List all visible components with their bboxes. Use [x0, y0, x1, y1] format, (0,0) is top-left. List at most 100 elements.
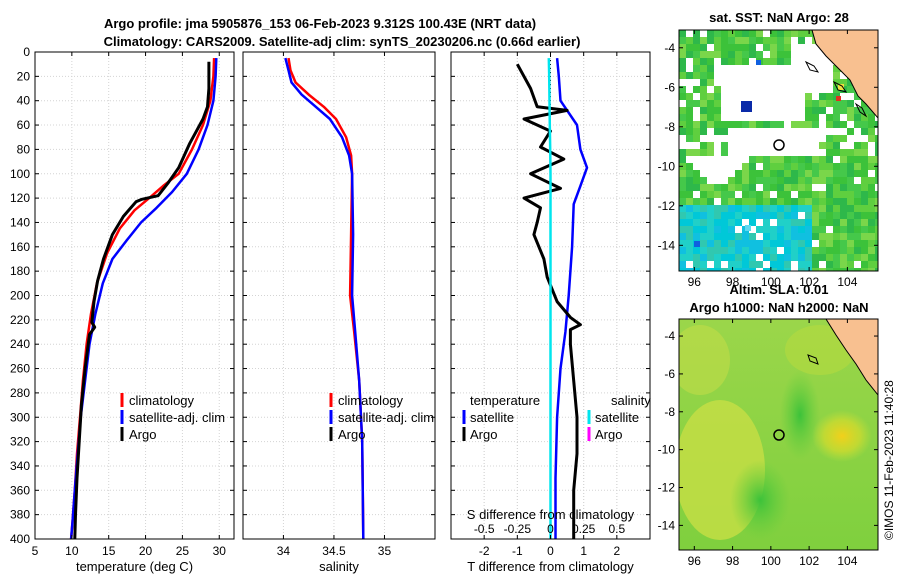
- sst-cell: [868, 233, 875, 240]
- sst-cell: [833, 170, 840, 177]
- sst-cell: [679, 107, 686, 114]
- sst-cell: [833, 226, 840, 233]
- sst-cell: [756, 37, 763, 44]
- sst-cell: [763, 198, 770, 205]
- sst-cell: [707, 37, 714, 44]
- sst-cell: [679, 156, 686, 163]
- y-tick-label: 300: [10, 410, 30, 424]
- sla-map-title-line2: Argo h1000: NaN h2000: NaN: [689, 300, 868, 315]
- figure-title-line1: Argo profile: jma 5905876_153 06-Feb-202…: [104, 16, 536, 31]
- sst-cell: [833, 219, 840, 226]
- island-outline: [804, 60, 820, 73]
- argo-float-marker: [773, 139, 785, 151]
- sst-cell: [714, 205, 721, 212]
- sst-cell: [721, 37, 728, 44]
- sst-cell: [840, 247, 847, 254]
- series-line: [515, 63, 582, 539]
- x-tick-label: 30: [213, 544, 227, 558]
- sst-cell: [805, 114, 812, 121]
- sst-cell: [805, 205, 812, 212]
- sst-cell: [728, 268, 735, 271]
- x-axis-label: salinity: [319, 559, 359, 574]
- sst-cell: [847, 254, 854, 261]
- y-tick-label: 320: [10, 435, 30, 449]
- lon-tick-label: 104: [837, 275, 857, 289]
- sst-cell: [742, 30, 749, 37]
- sst-cell: [679, 212, 686, 219]
- sst-cell: [826, 191, 833, 198]
- y-tick-label: 60: [17, 118, 31, 132]
- sst-cell: [707, 233, 714, 240]
- figure-title-line2: Climatology: CARS2009. Satellite-adj cli…: [104, 34, 581, 49]
- sst-cell: [777, 177, 784, 184]
- sst-cell: [868, 156, 875, 163]
- sst-cell: [833, 86, 840, 93]
- sst-cell: [798, 226, 805, 233]
- sst-cell: [686, 44, 693, 51]
- sst-cell: [707, 240, 714, 247]
- sst-cell: [756, 261, 763, 268]
- sst-cell: [826, 254, 833, 261]
- sst-cell: [728, 240, 735, 247]
- sst-cell: [784, 191, 791, 198]
- sst-cell: [763, 240, 770, 247]
- sst-cell: [745, 225, 751, 231]
- sst-cell: [798, 163, 805, 170]
- sst-cell: [763, 226, 770, 233]
- sst-cell: [693, 72, 700, 79]
- sst-cell: [714, 121, 721, 128]
- sst-cell: [742, 198, 749, 205]
- sst-cell: [770, 170, 777, 177]
- sst-cell: [798, 121, 805, 128]
- sst-cell: [833, 205, 840, 212]
- sst-cell: [784, 163, 791, 170]
- sst-cell: [819, 170, 826, 177]
- sst-cell: [833, 268, 840, 271]
- sst-cell: [798, 156, 805, 163]
- sst-map-ticks: 96 98 100 102 104 -4 -6 -8 -10 -12 -14: [658, 30, 878, 289]
- sst-cell: [686, 100, 693, 107]
- sst-cell: [742, 268, 749, 271]
- sst-cell: [693, 128, 700, 135]
- sst-cell: [798, 261, 805, 268]
- sst-cell: [707, 226, 714, 233]
- sst-cell: [854, 212, 861, 219]
- sst-cell: [819, 205, 826, 212]
- sst-cell: [749, 233, 756, 240]
- y-tick-label: 120: [10, 191, 30, 205]
- sst-cell: [854, 198, 861, 205]
- sst-cell: [693, 226, 700, 233]
- sst-cell: [868, 198, 875, 205]
- sst-cell: [805, 184, 812, 191]
- series-line: [284, 57, 365, 539]
- sst-cell: [840, 79, 847, 86]
- sst-cell: [805, 254, 812, 261]
- sst-cell: [861, 261, 868, 268]
- sst-cell: [742, 205, 749, 212]
- sst-cell: [728, 37, 735, 44]
- sst-cell: [749, 247, 756, 254]
- sst-cell: [700, 86, 707, 93]
- sst-cell: [875, 261, 878, 268]
- sst-cell: [721, 44, 728, 51]
- sst-cell: [868, 177, 875, 184]
- sst-cell: [742, 44, 749, 51]
- sst-cell: [819, 226, 826, 233]
- y-tick-label: 0: [23, 45, 30, 59]
- sst-cell: [805, 212, 812, 219]
- sst-cell: [742, 184, 749, 191]
- sst-cell: [714, 107, 721, 114]
- sst-cell: [784, 37, 791, 44]
- sst-cell: [735, 198, 742, 205]
- sst-cell: [728, 51, 735, 58]
- sst-cell: [693, 30, 700, 37]
- sst-cell: [679, 128, 686, 135]
- sst-cell: [763, 268, 770, 271]
- sst-cell: [693, 149, 700, 156]
- sst-cell: [742, 233, 749, 240]
- sst-cell: [875, 135, 878, 142]
- sst-cell: [784, 212, 791, 219]
- y-tick-label: 180: [10, 264, 30, 278]
- sst-cell: [700, 205, 707, 212]
- sst-cell: [812, 226, 819, 233]
